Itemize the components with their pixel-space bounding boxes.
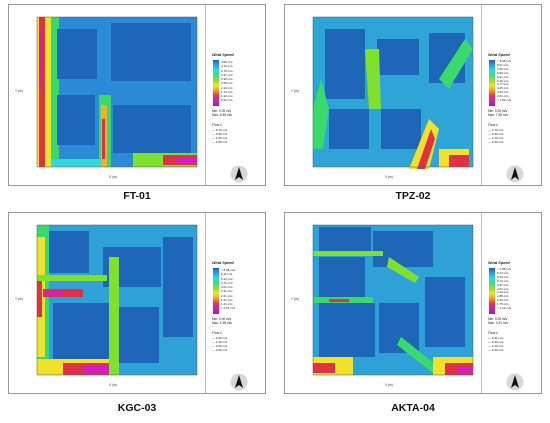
- panel-akta-04: Y (m) X (m) Wind Speed > 7.88 m/s 6.14 m/…: [284, 212, 542, 394]
- color-ramp: [489, 268, 495, 314]
- wind-map-akta-04: [289, 217, 479, 391]
- legend: Wind Speed > 8.58 m/s 6.11 m/s 5.41 m/s 4.7…: [205, 213, 266, 393]
- legend: Wind Speed > 7.88 m/s 6.14 m/s 5.70 m/s 5.1…: [481, 213, 542, 393]
- flow-arrows: — 0.70 m/s — 0.90 m/s — 1.60 m/s — 2.00 m/s: [212, 128, 228, 144]
- panel-ft-01: Y (m) X (m) Wind Speed 4.60 m/s 4.19 m/s 3…: [8, 4, 266, 186]
- north-arrow-icon: [506, 165, 524, 183]
- wind-map-kgc-03: [13, 217, 203, 391]
- y-axis-label: Y (m): [15, 89, 23, 93]
- min-max: Min: 0.05 m/s Max: 6.56 m/s: [212, 109, 233, 117]
- legend-title: Wind Speed: [488, 53, 510, 57]
- legend-ticks: 4.60 m/s 4.19 m/s 3.78 m/s 3.37 m/s 2.96 m/s…: [221, 60, 233, 103]
- north-arrow-icon: [230, 165, 248, 183]
- north-arrow-icon: [230, 373, 248, 391]
- min-max: Min: 0.00 m/s Max: 7.99 m/s: [488, 109, 509, 117]
- flow-title: Flow v: [488, 331, 498, 335]
- y-axis-label: Y (m): [291, 89, 299, 93]
- min-max: Min: 0.00 m/s Max: 3.91 m/s: [488, 317, 509, 325]
- x-axis-label: X (m): [385, 175, 393, 179]
- caption-tpz-02: TPZ-02: [395, 190, 431, 202]
- caption-kgc-03: KGC-03: [117, 402, 157, 414]
- color-ramp: [489, 60, 495, 106]
- wind-map-ft-01: [13, 9, 203, 183]
- color-ramp: [213, 268, 219, 314]
- wind-map-tpz-02: [289, 9, 479, 183]
- flow-title: Flow v: [212, 123, 222, 127]
- legend: Wind Speed 4.60 m/s 4.19 m/s 3.78 m/s 3.37 …: [205, 5, 266, 185]
- x-axis-label: X (m): [385, 383, 393, 387]
- flow-arrows: — 0.41 m/s — 0.90 m/s — 1.60 m/s — 2.50 m/s: [488, 336, 504, 352]
- flow-title: Flow v: [488, 123, 498, 127]
- legend-ticks: > 8.38 m/s 8.01 m/s 7.65 m/s 6.93 m/s 6.21 m…: [497, 59, 512, 103]
- color-ramp: [213, 60, 219, 106]
- legend: Wind Speed > 8.38 m/s 8.01 m/s 7.65 m/s 6.9…: [481, 5, 542, 185]
- flow-arrows: — 0.90 m/s — 1.40 m/s — 2.00 m/s — 2.50 m/s: [212, 336, 228, 352]
- y-axis-label: Y (m): [291, 297, 299, 301]
- y-axis-label: Y (m): [15, 297, 23, 301]
- legend-title: Wind Speed: [212, 261, 234, 265]
- flow-title: Flow v: [212, 331, 222, 335]
- legend-title: Wind Speed: [212, 53, 234, 57]
- legend-ticks: > 8.58 m/s 6.11 m/s 5.41 m/s 4.71 m/s 4.01 m…: [221, 268, 236, 311]
- legend-title: Wind Speed: [488, 261, 510, 265]
- min-max: Min: 0.00 m/s Max: 1.98 m/s: [212, 317, 233, 325]
- legend-ticks: > 7.88 m/s 6.14 m/s 5.70 m/s 5.14 m/s 4.57 m…: [497, 267, 512, 311]
- x-axis-label: X (m): [109, 383, 117, 387]
- x-axis-label: X (m): [109, 175, 117, 179]
- panel-tpz-02: Y (m) X (m) Wind Speed > 8.38 m/s 8.01 m/…: [284, 4, 542, 186]
- north-arrow-icon: [506, 373, 524, 391]
- caption-ft-01: FT-01: [123, 190, 151, 202]
- flow-arrows: — 0.70 m/s — 0.90 m/s — 1.50 m/s — 2.50 m/s: [488, 128, 504, 144]
- caption-akta-04: AKTA-04: [391, 402, 435, 414]
- panel-kgc-03: Y (m) X (m) Wind Speed > 8.58 m/s 6.11 m/…: [8, 212, 266, 394]
